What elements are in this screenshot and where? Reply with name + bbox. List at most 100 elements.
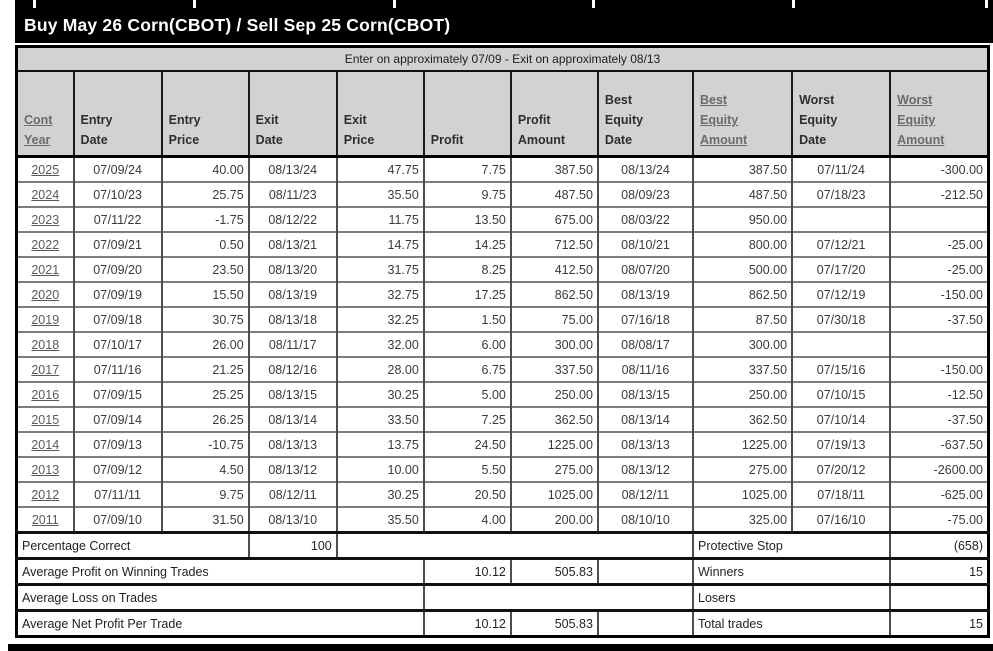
exit-price-cell: 32.00 — [335, 331, 424, 357]
profit-cell: 8.25 — [422, 256, 511, 282]
average-net-profit-amount: 505.83 — [509, 609, 598, 637]
entry-price-cell: 26.25 — [160, 406, 249, 432]
entry-date-cell: 07/09/21 — [72, 231, 162, 257]
worst-equity-amount-cell: -637.50 — [889, 431, 989, 457]
entry-date-cell: 07/09/10 — [72, 506, 162, 533]
best-equity-amount-cell: 800.00 — [691, 231, 793, 257]
column-header-profit: Profit — [422, 71, 511, 158]
exit-date-cell: 08/13/15 — [247, 381, 337, 407]
profit-cell: 5.00 — [422, 381, 511, 407]
best-equity-date-cell: 08/13/13 — [596, 431, 693, 457]
exit-date-cell: 08/13/10 — [247, 506, 337, 533]
cont-year-link[interactable]: 2014 — [16, 431, 74, 457]
entry-price-cell: 4.50 — [160, 456, 249, 482]
worst-equity-date-cell: 07/12/21 — [791, 231, 891, 257]
average-loss-row: Average Loss on Trades Losers — [16, 583, 989, 611]
average-net-profit-label: Average Net Profit Per Trade — [16, 609, 424, 637]
profit-amount-cell: 75.00 — [509, 306, 598, 332]
profit-cell: 14.25 — [422, 231, 511, 257]
cont-year-link[interactable]: 2019 — [16, 306, 74, 332]
best-equity-date-cell: 08/13/15 — [596, 381, 693, 407]
percentage-correct-label: Percentage Correct — [16, 531, 249, 559]
exit-price-cell: 31.75 — [335, 256, 424, 282]
profit-cell: 7.75 — [422, 155, 511, 182]
entry-price-cell: 40.00 — [160, 155, 249, 182]
profit-amount-cell: 412.50 — [509, 256, 598, 282]
exit-date-cell: 08/13/18 — [247, 306, 337, 332]
worst-equity-amount-cell: -37.50 — [889, 406, 989, 432]
best-equity-amount-cell: 1225.00 — [691, 431, 793, 457]
profit-amount-cell: 337.50 — [509, 356, 598, 382]
table-row: 2022 07/09/21 0.50 08/13/21 14.75 14.25 712.50… — [16, 231, 989, 257]
column-header-profit-amount: Profit Amount — [509, 71, 598, 158]
total-trades-count: 15 — [889, 609, 989, 637]
cont-year-link[interactable]: 2018 — [16, 331, 74, 357]
exit-price-cell: 47.75 — [335, 155, 424, 182]
entry-date-cell: 07/09/18 — [72, 306, 162, 332]
profit-amount-cell: 862.50 — [509, 281, 598, 307]
exit-date-cell: 08/12/16 — [247, 356, 337, 382]
cont-year-link[interactable]: 2013 — [16, 456, 74, 482]
best-equity-date-cell: 08/09/23 — [596, 181, 693, 207]
profit-amount-cell: 487.50 — [509, 181, 598, 207]
exit-date-cell: 08/11/23 — [247, 181, 337, 207]
cont-year-link[interactable]: 2023 — [16, 206, 74, 232]
cont-year-link[interactable]: 2016 — [16, 381, 74, 407]
profit-cell: 9.75 — [422, 181, 511, 207]
cont-year-link[interactable]: 2017 — [16, 356, 74, 382]
entry-price-cell: 25.75 — [160, 181, 249, 207]
column-header-best-equity-amount[interactable]: Best Equity Amount — [691, 71, 793, 158]
table-row: 2016 07/09/15 25.25 08/13/15 30.25 5.00 250.00… — [16, 381, 989, 407]
worst-equity-amount-cell: -37.50 — [889, 306, 989, 332]
table-row: 2018 07/10/17 26.00 08/11/17 32.00 6.00 300.00… — [16, 331, 989, 357]
entry-price-cell: 25.25 — [160, 381, 249, 407]
worst-equity-date-cell: 07/16/10 — [791, 506, 891, 533]
cont-year-link[interactable]: 2020 — [16, 281, 74, 307]
profit-cell: 17.25 — [422, 281, 511, 307]
column-header-entry-date: Entry Date — [72, 71, 162, 158]
cont-year-link[interactable]: 2024 — [16, 181, 74, 207]
exit-price-cell: 11.75 — [335, 206, 424, 232]
table-row: 2020 07/09/19 15.50 08/13/19 32.75 17.25 862.5… — [16, 281, 989, 307]
column-header-best-equity-date: Best Equity Date — [596, 71, 693, 158]
table-row: 2015 07/09/14 26.25 08/13/14 33.50 7.25 362.50… — [16, 406, 989, 432]
divider — [193, 0, 196, 8]
worst-equity-date-cell: 07/10/14 — [791, 406, 891, 432]
worst-equity-date-cell: 07/18/23 — [791, 181, 891, 207]
table-row: 2024 07/10/23 25.75 08/11/23 35.50 9.75 487.50… — [16, 181, 989, 207]
cont-year-link[interactable]: 2025 — [16, 155, 74, 182]
exit-date-cell: 08/13/24 — [247, 155, 337, 182]
entry-date-cell: 07/09/20 — [72, 256, 162, 282]
bottom-cutoff-strip — [8, 644, 993, 651]
top-cutoff-strip — [15, 0, 993, 8]
profit-amount-cell: 1225.00 — [509, 431, 598, 457]
cont-year-link[interactable]: 2021 — [16, 256, 74, 282]
best-equity-date-cell: 08/03/22 — [596, 206, 693, 232]
cont-year-link[interactable]: 2012 — [16, 481, 74, 507]
column-header-worst-equity-date: Worst Equity Date — [791, 71, 891, 158]
worst-equity-date-cell: 07/15/16 — [791, 356, 891, 382]
best-equity-amount-cell: 337.50 — [691, 356, 793, 382]
entry-date-cell: 07/09/15 — [72, 381, 162, 407]
profit-amount-cell: 712.50 — [509, 231, 598, 257]
entry-date-cell: 07/09/12 — [72, 456, 162, 482]
total-trades-label: Total trades — [691, 609, 891, 637]
worst-equity-amount-cell: -25.00 — [889, 256, 989, 282]
cont-year-link[interactable]: 2022 — [16, 231, 74, 257]
exit-price-cell: 35.50 — [335, 181, 424, 207]
entry-date-cell: 07/09/19 — [72, 281, 162, 307]
cont-year-link[interactable]: 2011 — [16, 506, 74, 533]
column-header-worst-equity-amount[interactable]: Worst Equity Amount — [889, 71, 989, 158]
profit-amount-cell: 675.00 — [509, 206, 598, 232]
worst-equity-amount-cell: -25.00 — [889, 231, 989, 257]
profit-cell: 5.50 — [422, 456, 511, 482]
best-equity-date-cell: 08/13/14 — [596, 406, 693, 432]
worst-equity-date-cell — [791, 331, 891, 357]
exit-price-cell: 14.75 — [335, 231, 424, 257]
best-equity-date-cell: 08/12/11 — [596, 481, 693, 507]
average-profit-row: Average Profit on Winning Trades 10.12 5… — [16, 557, 989, 585]
column-header-cont-year[interactable]: Cont Year — [16, 71, 74, 158]
profit-cell: 20.50 — [422, 481, 511, 507]
cont-year-link[interactable]: 2015 — [16, 406, 74, 432]
